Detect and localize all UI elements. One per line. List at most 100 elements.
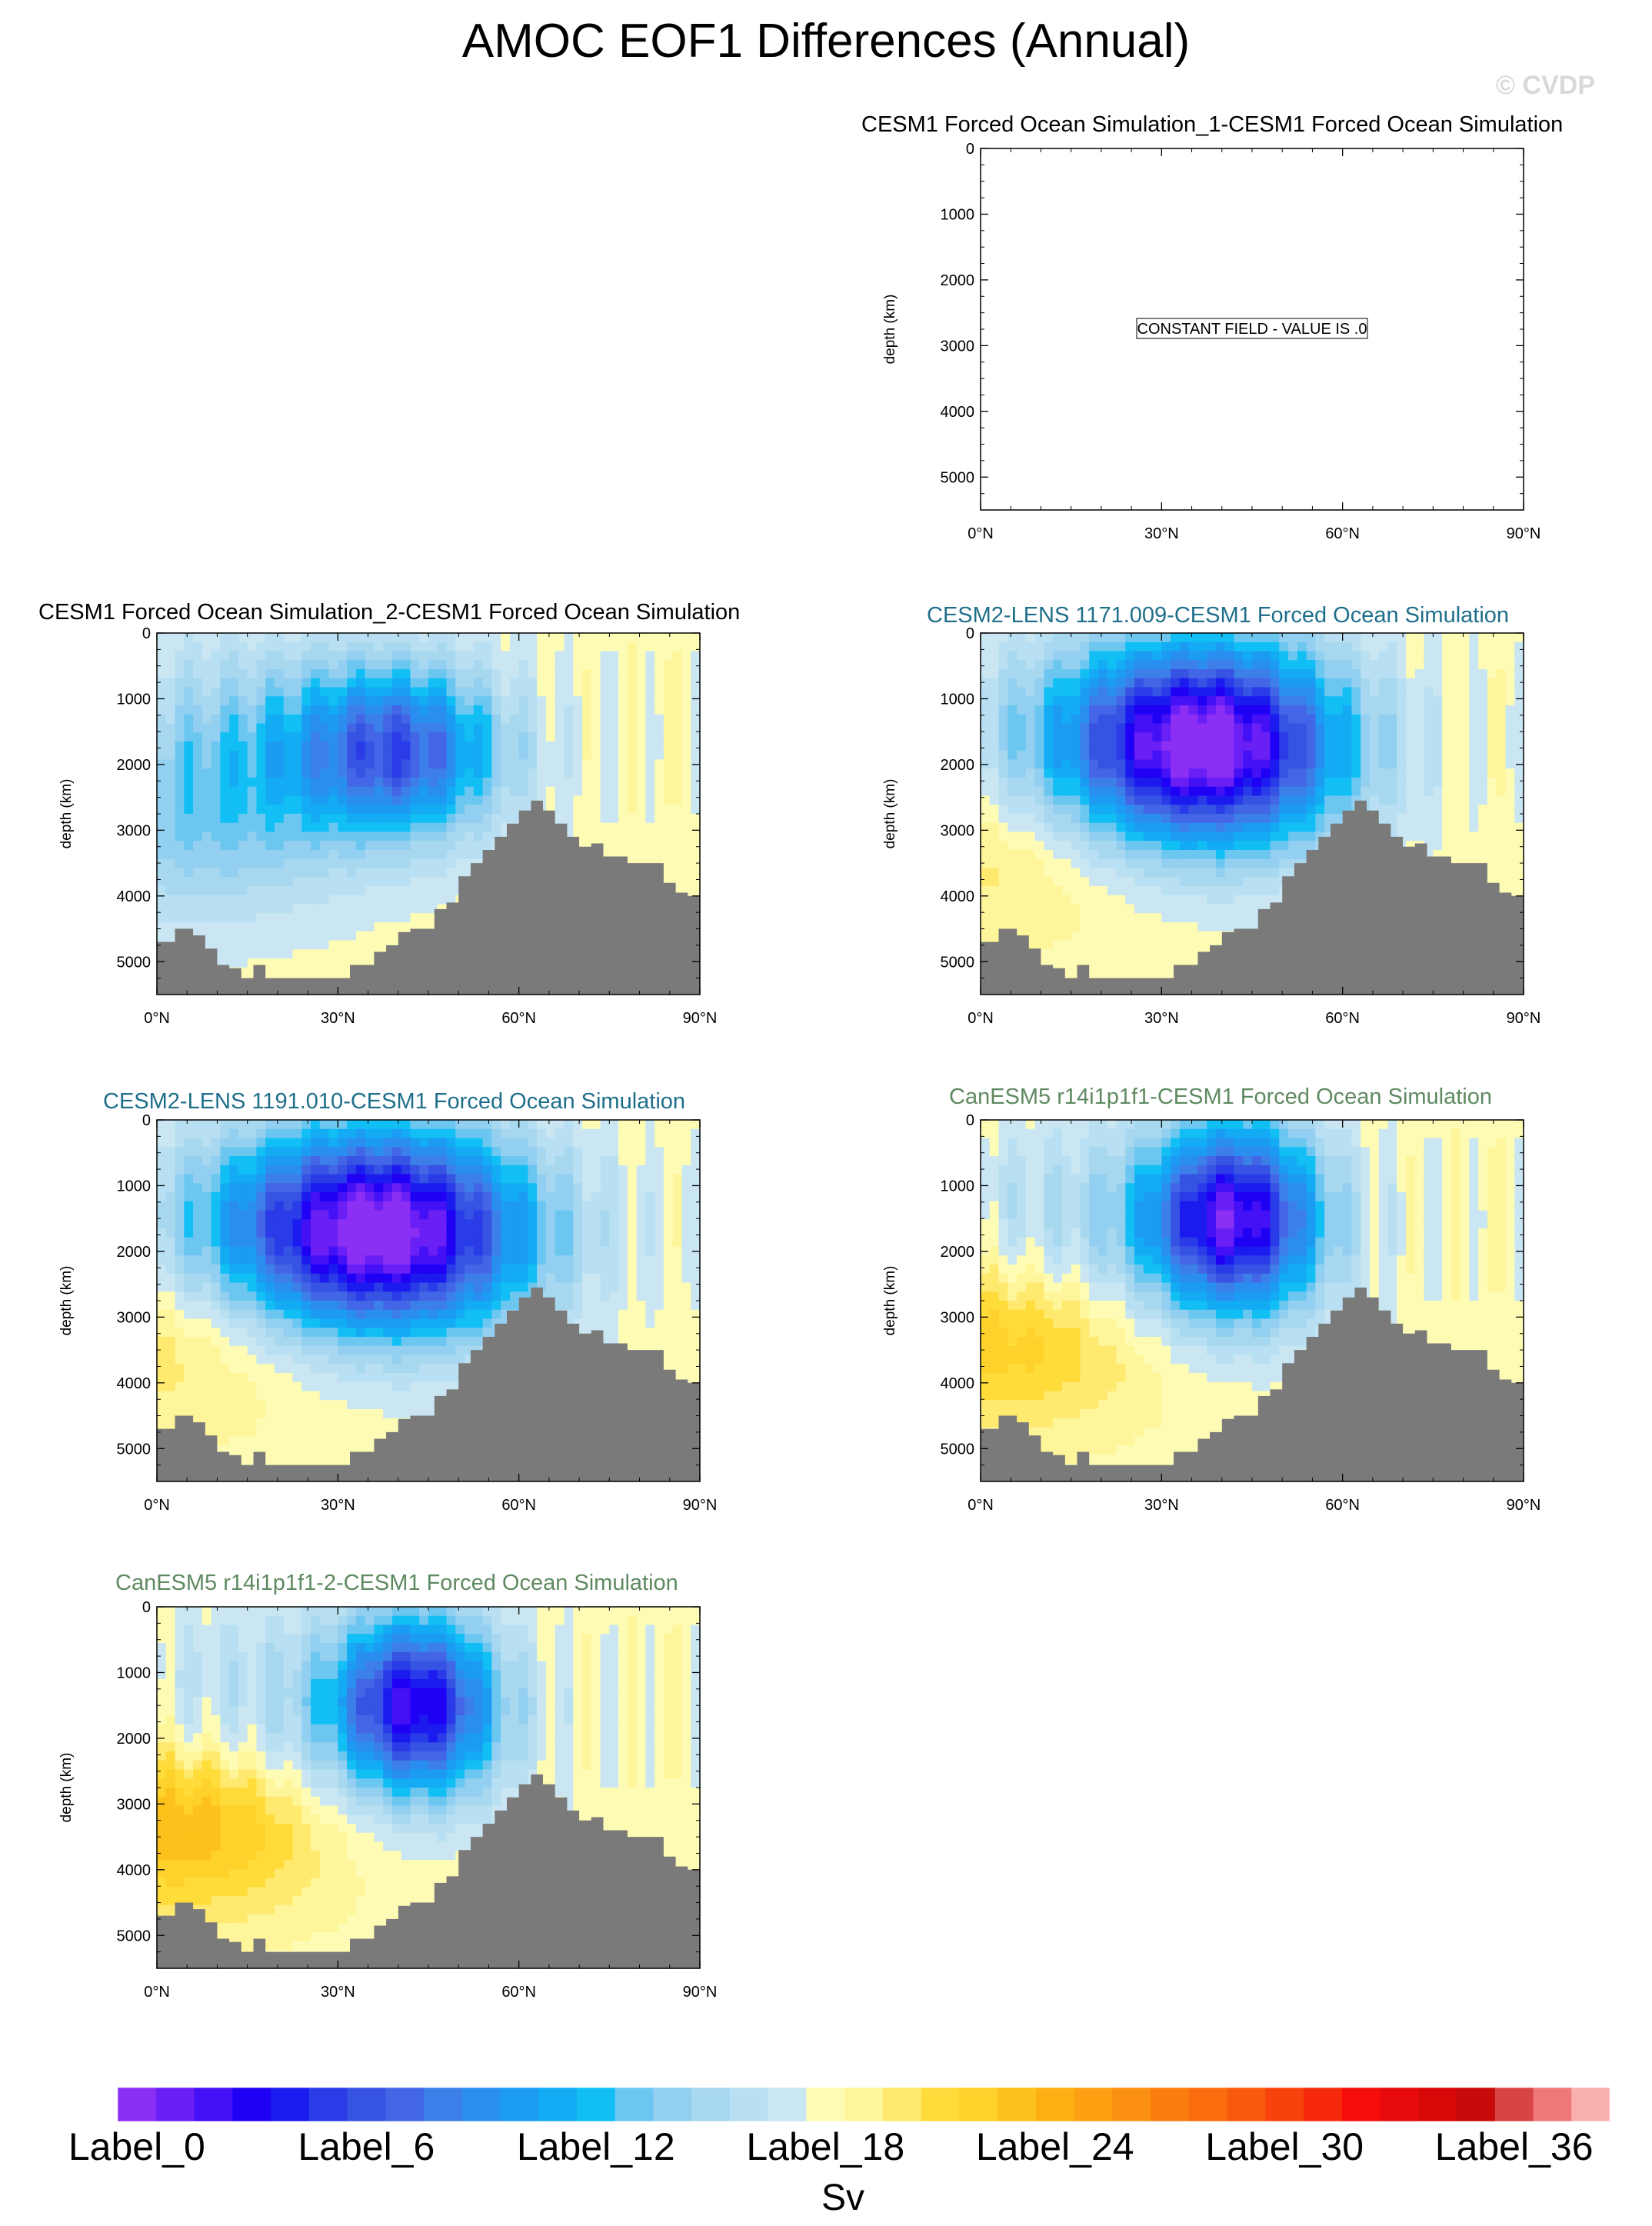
field-cell [292, 831, 302, 841]
field-cell [401, 687, 411, 697]
field-cell [1125, 886, 1135, 896]
field-cell [1053, 850, 1063, 860]
field-cell [1496, 778, 1507, 788]
field-cell [1406, 696, 1416, 706]
field-cell [1125, 904, 1135, 914]
field-cell [1315, 633, 1325, 643]
field-cell [582, 805, 592, 815]
field-cell [1243, 741, 1253, 751]
field-cell [1125, 877, 1135, 887]
field-cell [473, 660, 484, 670]
field-cell [465, 805, 475, 815]
field-cell [1143, 958, 1154, 968]
field-cell [193, 732, 203, 742]
field-cell [374, 750, 384, 761]
field-cell [1215, 886, 1226, 896]
field-cell [645, 841, 655, 851]
field-cell [355, 768, 366, 778]
field-cell [582, 660, 592, 670]
field-cell [301, 669, 311, 679]
field-cell [374, 814, 384, 824]
field-cell [1252, 814, 1262, 824]
field-cell [401, 805, 411, 815]
field-cell [989, 805, 1000, 815]
field-cell [1179, 886, 1190, 896]
field-cell [1044, 877, 1054, 887]
y-tick-label: 1000 [941, 206, 975, 223]
field-cell [283, 868, 294, 878]
field-cell [383, 641, 393, 652]
field-cell [220, 750, 230, 761]
field-cell [1188, 660, 1198, 670]
field-cell [1351, 633, 1361, 643]
page-title: AMOC EOF1 Differences (Annual) [461, 15, 1191, 68]
field-cell [184, 850, 194, 860]
field-cell [1424, 778, 1434, 788]
field-cell [238, 805, 248, 815]
field-cell [1125, 660, 1135, 670]
field-cell [1288, 814, 1298, 824]
field-cell [1279, 814, 1289, 824]
field-cell [1071, 904, 1081, 914]
field-cell [1469, 660, 1479, 670]
field-cell [691, 741, 701, 751]
field-cell [328, 660, 338, 670]
field-cell [256, 687, 266, 697]
field-cell [1134, 967, 1144, 978]
field-cell [609, 741, 619, 751]
field-cell [1080, 904, 1090, 914]
field-cell [1351, 641, 1361, 652]
field-cell [401, 778, 411, 788]
field-cell [989, 633, 1000, 643]
field-cell [1243, 841, 1253, 851]
field-cell [1134, 641, 1144, 652]
field-cell [528, 651, 538, 661]
field-cell [1152, 786, 1162, 797]
field-cell [410, 868, 420, 878]
field-cell [419, 831, 429, 841]
field-cell [1097, 723, 1108, 733]
field-cell [1288, 786, 1298, 797]
field-cell [428, 868, 438, 878]
field-cell [1161, 778, 1171, 788]
field-cell [681, 696, 691, 706]
field-cell [1514, 741, 1524, 751]
field-cell [428, 750, 438, 761]
field-cell [238, 877, 248, 887]
field-cell [1333, 778, 1344, 788]
field-cell [1134, 868, 1144, 878]
field-cell [1505, 714, 1515, 725]
field-cell [1017, 886, 1027, 896]
field-cell [1207, 904, 1217, 914]
field-cell [1406, 633, 1416, 643]
field-cell [1097, 868, 1108, 878]
field-cell [202, 705, 212, 715]
field-cell [292, 913, 302, 923]
field-cell [1406, 669, 1416, 679]
field-cell [256, 868, 266, 878]
field-cell [374, 651, 384, 661]
field-cell [202, 868, 212, 878]
field-cell [609, 750, 619, 761]
field-cell [981, 904, 991, 914]
field-cell [1089, 886, 1099, 896]
field-cell [1116, 732, 1126, 742]
field-cell [1234, 669, 1244, 679]
field-cell [465, 741, 475, 751]
field-cell [256, 660, 266, 670]
y-tick-label: 0 [966, 141, 974, 158]
field-cell [1071, 841, 1081, 851]
field-cell [1297, 822, 1307, 833]
field-cell [247, 641, 258, 652]
field-cell [1143, 651, 1154, 661]
field-cell [419, 786, 429, 797]
field-cell [681, 741, 691, 751]
field-cell [1514, 868, 1524, 878]
field-cell [1044, 895, 1054, 905]
field-cell [1071, 850, 1081, 860]
field-cell [1152, 759, 1162, 769]
field-cell [609, 687, 619, 697]
field-cell [518, 705, 529, 715]
field-cell [355, 641, 366, 652]
field-cell [491, 759, 501, 769]
